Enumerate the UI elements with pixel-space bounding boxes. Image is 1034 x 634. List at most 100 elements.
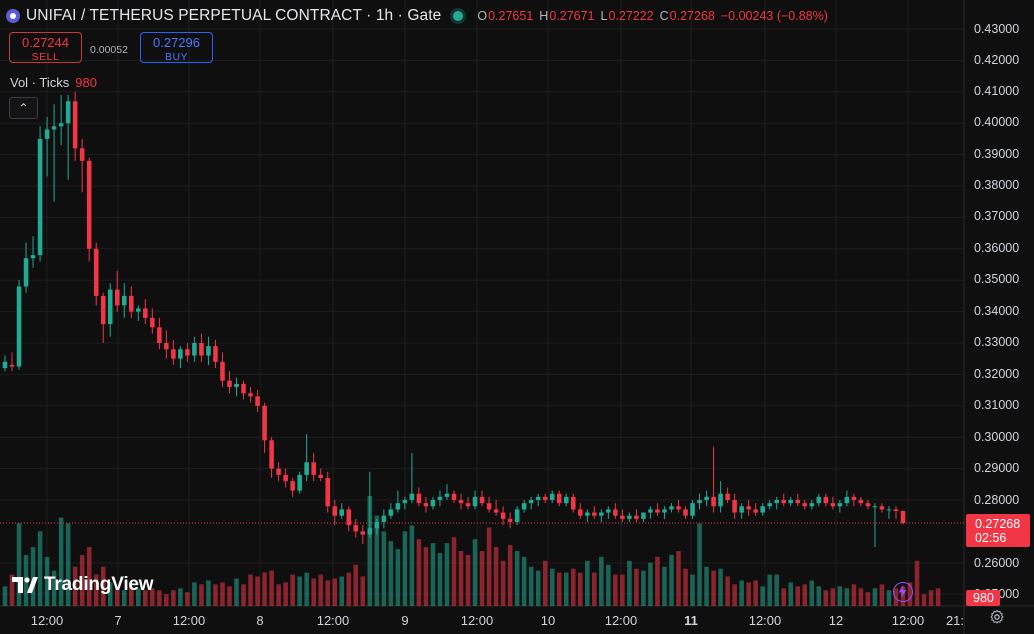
volume-bar: [353, 564, 359, 606]
volume-bar: [599, 556, 604, 606]
candle: [872, 503, 878, 548]
volume-bar: [2, 586, 8, 606]
volume-bar: [402, 531, 408, 606]
candle-body: [311, 462, 316, 475]
volume-bar: [255, 576, 260, 606]
time-axis[interactable]: 12:00 7 12:00 8 12:00 9 12:00 10 12:00 11 12:00 12 1…: [31, 613, 964, 628]
volume-bar: [409, 525, 415, 606]
candle: [634, 509, 639, 522]
volume-bar: [444, 543, 450, 606]
candle: [121, 283, 127, 318]
candle-body: [500, 512, 506, 519]
volume-bar: [479, 551, 485, 606]
volume-bar: [627, 560, 632, 606]
buy-button[interactable]: 0.27296 BUY: [140, 32, 213, 63]
volume-bar: [493, 547, 499, 606]
volume-bar: [213, 584, 218, 606]
candle-body: [521, 503, 527, 510]
candle: [304, 434, 309, 482]
candle-body: [739, 506, 744, 513]
candle-body: [248, 393, 253, 397]
volume-bar: [65, 523, 71, 606]
volume-bar: [241, 584, 246, 606]
candle-body: [9, 364, 15, 367]
volume-bar: [248, 574, 253, 606]
candle: [178, 346, 183, 369]
candle-body: [479, 496, 485, 504]
candle: [276, 462, 281, 482]
candle-body: [430, 500, 436, 507]
candle-body: [388, 509, 394, 516]
volume-bar: [51, 570, 57, 606]
time-axis-label: 11: [684, 613, 698, 628]
candle: [795, 493, 801, 507]
volume-bar: [802, 584, 808, 606]
candle-body: [143, 308, 148, 318]
candle-body: [234, 383, 239, 387]
volume-bar: [704, 566, 709, 606]
candle-body: [206, 346, 211, 356]
candle-body: [809, 503, 815, 507]
settings-gear-icon[interactable]: [990, 610, 1004, 624]
candle-body: [444, 493, 450, 497]
candle-body: [367, 528, 373, 535]
volume-bar: [388, 541, 394, 606]
candle: [437, 490, 443, 507]
candle-body: [774, 500, 779, 504]
tradingview-logo[interactable]: TradingView: [12, 574, 154, 596]
candle: [353, 518, 359, 538]
volume-bar: [465, 554, 471, 606]
candle-body: [676, 506, 681, 510]
candle-body: [423, 503, 429, 507]
candle: [718, 481, 723, 513]
volume-bar: [809, 580, 815, 606]
candle-body: [592, 512, 597, 516]
volume-bar: [318, 574, 323, 606]
volume-bar: [227, 586, 232, 606]
sell-button[interactable]: 0.27244 SELL: [9, 32, 82, 63]
candle-body: [648, 509, 653, 513]
candle: [150, 308, 155, 334]
candle-body: [213, 346, 218, 362]
volume-bar: [100, 566, 106, 606]
volume-bar: [935, 588, 941, 606]
candle-body: [255, 396, 260, 406]
collapse-legend-button[interactable]: ⌃: [9, 97, 38, 119]
candle: [900, 510, 906, 525]
volume-bar: [381, 531, 387, 606]
candle: [507, 512, 513, 529]
time-axis-label: 21:: [946, 613, 964, 628]
candle: [521, 500, 527, 513]
volume-bar: [311, 578, 316, 606]
candle: [9, 352, 15, 372]
candle-body: [37, 138, 43, 256]
candle-body: [900, 510, 906, 523]
candle: [367, 471, 373, 538]
volume-bar: [58, 517, 64, 606]
time-axis-label: 12:00: [317, 613, 350, 628]
price-axis[interactable]: 0.43000 0.42000 0.41000 0.40000 0.39000 0.380…: [974, 22, 1019, 601]
candle-body: [136, 308, 141, 312]
volume-legend[interactable]: Vol · Ticks 980: [10, 75, 97, 90]
candle: [339, 503, 345, 519]
volume-bar: [178, 588, 183, 606]
candle-body: [171, 349, 176, 359]
volume-bar: [423, 547, 429, 606]
candle: [409, 452, 415, 504]
candle-body: [262, 405, 267, 441]
price-axis-label: 0.30000: [974, 430, 1019, 444]
volume-bar: [781, 588, 787, 606]
candle: [760, 503, 765, 516]
candle: [690, 500, 695, 519]
candle-body: [325, 478, 330, 507]
symbol-title[interactable]: UNIFAI / TETHERUS PERPETUAL CONTRACT · 1…: [26, 7, 442, 24]
lightning-icon[interactable]: [893, 582, 913, 602]
candle-body: [65, 101, 71, 124]
volume-label: Vol · Ticks: [10, 75, 70, 90]
candle: [739, 503, 744, 519]
candle: [627, 512, 632, 522]
candle: [311, 452, 316, 482]
volume-bar: [486, 527, 492, 606]
